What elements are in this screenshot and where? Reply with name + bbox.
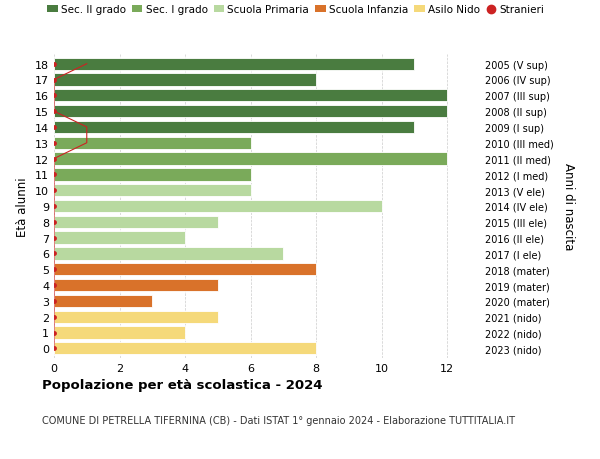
Bar (54, 342, 316, 355)
Bar (54, 74, 316, 86)
Bar (54, 327, 185, 339)
Bar (54, 311, 218, 323)
Bar (54, 137, 251, 150)
Bar (54, 122, 415, 134)
Bar (54, 232, 185, 244)
Bar (54, 153, 447, 165)
Bar (54, 201, 382, 213)
Bar (54, 279, 218, 291)
Y-axis label: Età alunni: Età alunni (16, 177, 29, 236)
Text: COMUNE DI PETRELLA TIFERNINA (CB) - Dati ISTAT 1° gennaio 2024 - Elaborazione TU: COMUNE DI PETRELLA TIFERNINA (CB) - Dati… (42, 415, 515, 425)
Bar (54, 295, 152, 308)
Bar (54, 106, 447, 118)
Bar (54, 216, 218, 229)
Text: Popolazione per età scolastica - 2024: Popolazione per età scolastica - 2024 (42, 379, 323, 392)
Bar (54, 90, 447, 102)
Bar (54, 58, 415, 71)
Bar (54, 263, 316, 276)
Bar (54, 185, 251, 197)
Bar (54, 248, 283, 260)
Legend: Sec. II grado, Sec. I grado, Scuola Primaria, Scuola Infanzia, Asilo Nido, Stran: Sec. II grado, Sec. I grado, Scuola Prim… (47, 5, 545, 15)
Y-axis label: Anni di nascita: Anni di nascita (562, 163, 575, 250)
Bar (54, 169, 251, 181)
